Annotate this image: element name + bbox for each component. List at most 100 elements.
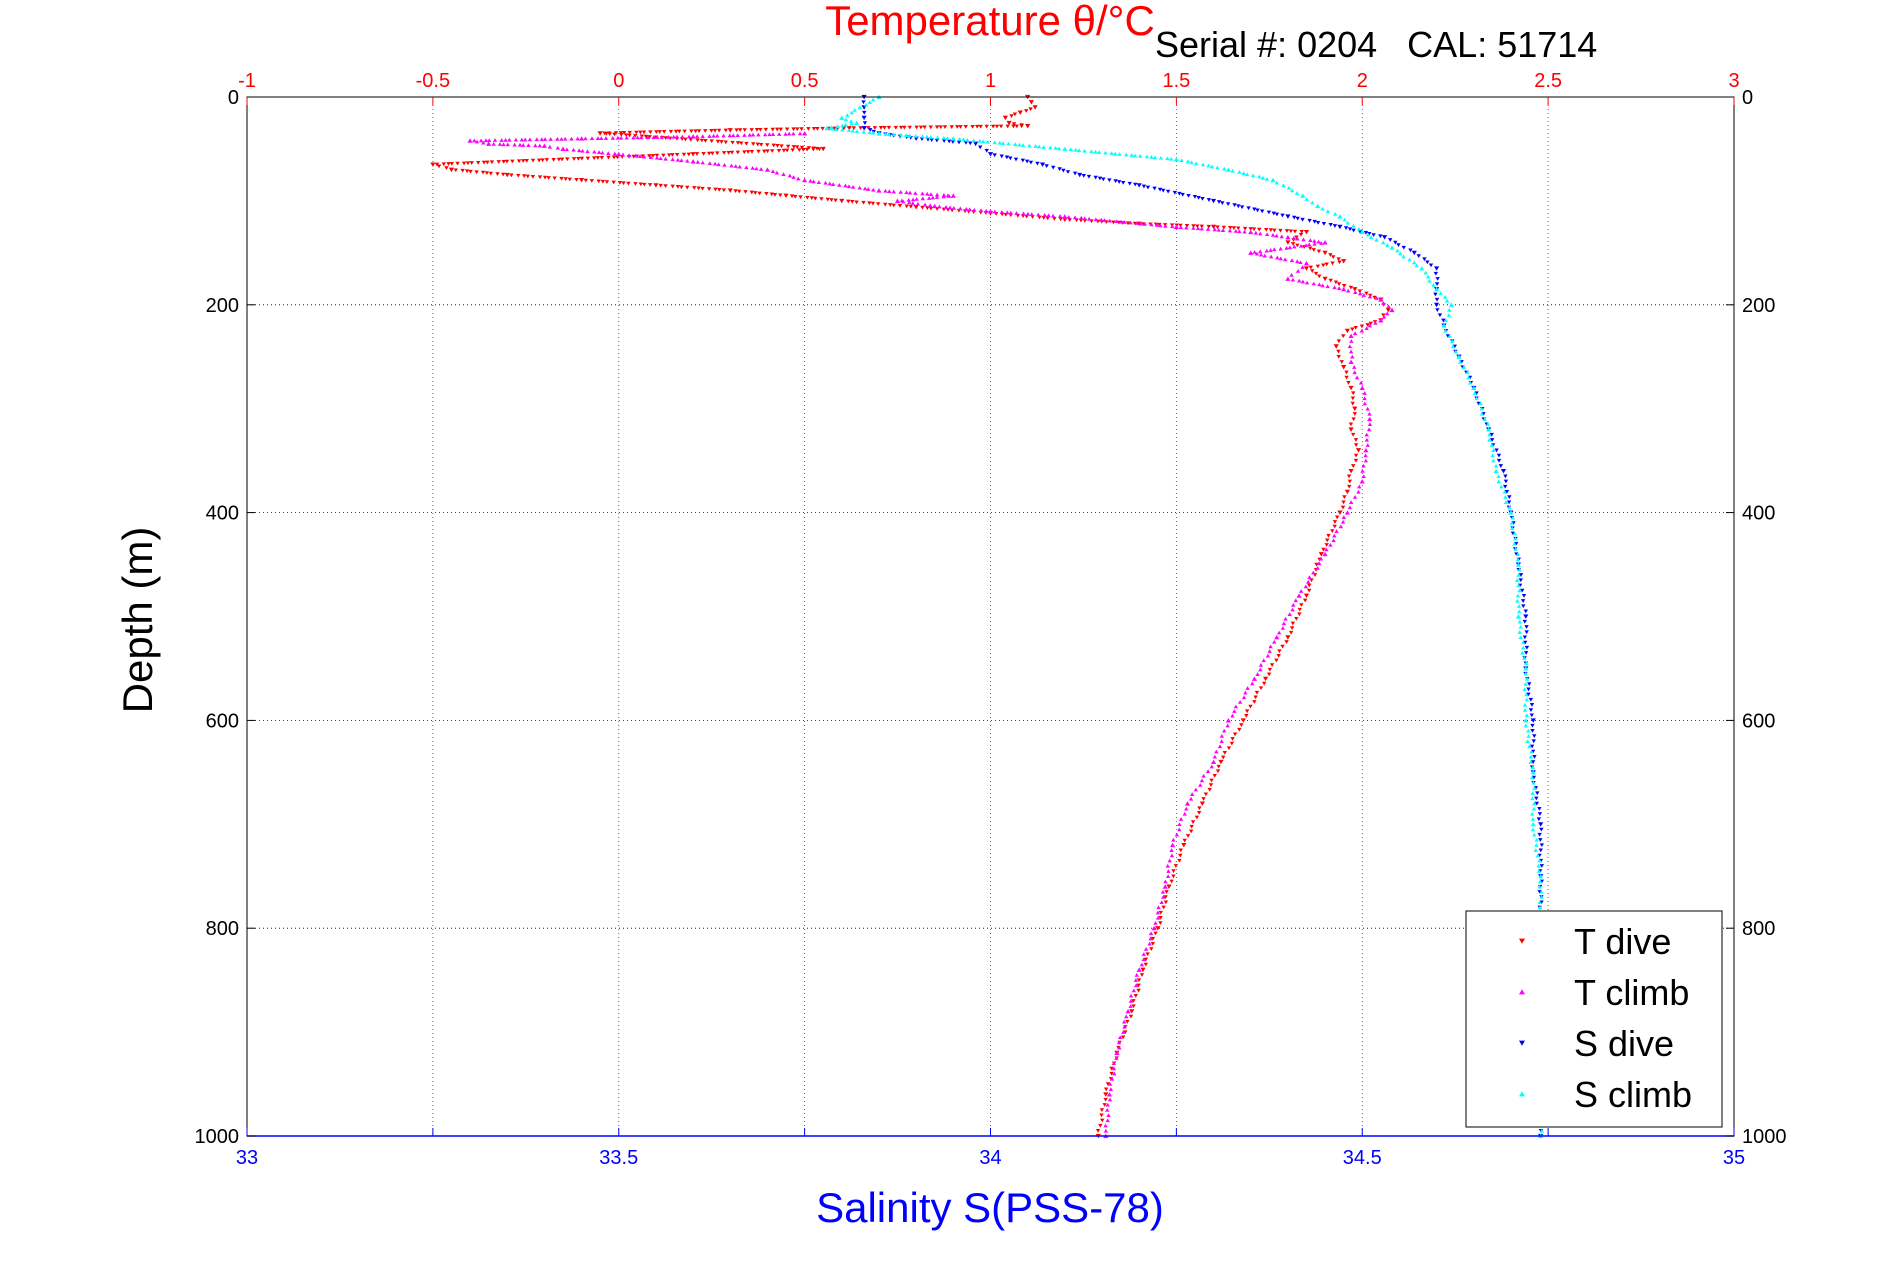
temperature-tick-label: 0 xyxy=(613,70,624,92)
interpolated-point xyxy=(1050,213,1056,218)
interpolated-point xyxy=(1044,164,1049,168)
interpolated-point xyxy=(472,138,477,143)
interpolated-point xyxy=(525,174,530,179)
interpolated-point xyxy=(540,158,545,163)
data-point xyxy=(1248,250,1254,255)
interpolated-point xyxy=(680,134,685,139)
interpolated-point xyxy=(971,138,977,143)
data-point xyxy=(1493,468,1499,474)
interpolated-point xyxy=(1291,236,1297,240)
interpolated-point xyxy=(1537,832,1542,837)
interpolated-point xyxy=(647,154,652,158)
interpolated-point xyxy=(1311,248,1316,252)
interpolated-point xyxy=(1212,227,1217,232)
interpolated-point xyxy=(592,156,597,161)
interpolated-point xyxy=(469,161,474,165)
interpolated-point xyxy=(757,191,762,196)
interpolated-point xyxy=(1142,222,1147,226)
data-point xyxy=(1448,302,1455,307)
interpolated-point xyxy=(1345,288,1351,293)
interpolated-point xyxy=(1254,690,1260,695)
interpolated-point xyxy=(1143,962,1149,967)
interpolated-point xyxy=(1353,458,1359,463)
interpolated-point xyxy=(958,125,963,129)
interpolated-point xyxy=(1136,983,1141,988)
depth-tick-label-left: 800 xyxy=(206,918,239,940)
interpolated-point xyxy=(1531,780,1536,785)
interpolated-point xyxy=(611,180,616,185)
interpolated-point xyxy=(1539,889,1544,894)
interpolated-point xyxy=(716,128,722,133)
interpolated-point xyxy=(1457,359,1463,364)
interpolated-point xyxy=(963,125,968,129)
interpolated-point xyxy=(1512,531,1517,536)
interpolated-point xyxy=(1274,658,1279,663)
interpolated-point xyxy=(798,195,803,200)
interpolated-point xyxy=(978,124,983,129)
interpolated-point xyxy=(1046,213,1051,218)
interpolated-point xyxy=(729,150,735,155)
interpolated-point xyxy=(648,155,654,160)
interpolated-point xyxy=(1014,211,1019,215)
interpolated-point xyxy=(617,180,623,185)
interpolated-point xyxy=(854,200,859,205)
interpolated-point xyxy=(735,141,741,145)
interpolated-point xyxy=(1289,272,1294,277)
data-point xyxy=(1348,359,1354,365)
interpolated-point xyxy=(928,206,934,211)
interpolated-point xyxy=(626,153,632,157)
chart-title: Temperature θ/°C xyxy=(825,0,1155,44)
x-axis-label: Salinity S(PSS-78) xyxy=(816,1184,1164,1231)
interpolated-point xyxy=(1297,607,1303,612)
interpolated-point xyxy=(1529,703,1535,707)
interpolated-point xyxy=(829,198,834,202)
interpolated-point xyxy=(579,156,585,161)
interpolated-point xyxy=(1113,179,1118,183)
interpolated-point xyxy=(776,148,782,153)
interpolated-point xyxy=(1330,529,1335,534)
interpolated-point xyxy=(1537,900,1542,904)
interpolated-point xyxy=(595,156,601,160)
interpolated-point xyxy=(1008,210,1013,215)
interpolated-point xyxy=(914,197,919,201)
interpolated-point xyxy=(1303,243,1309,247)
interpolated-point xyxy=(677,129,682,134)
interpolated-point xyxy=(1328,278,1333,283)
interpolated-point xyxy=(1230,168,1235,173)
interpolated-point xyxy=(1398,251,1403,256)
interpolated-point xyxy=(1268,254,1274,259)
interpolated-point xyxy=(651,135,656,139)
interpolated-point xyxy=(1271,211,1276,216)
interpolated-point xyxy=(815,126,820,131)
interpolated-point xyxy=(883,188,888,193)
interpolated-point xyxy=(1364,432,1369,437)
legend: T dive T climb S dive S climb xyxy=(1465,910,1723,1128)
interpolated-point xyxy=(938,125,943,130)
interpolated-point xyxy=(791,175,796,179)
interpolated-point xyxy=(806,127,811,131)
interpolated-point xyxy=(941,192,947,197)
interpolated-point xyxy=(1437,313,1443,318)
interpolated-point xyxy=(1300,217,1305,222)
data-point xyxy=(783,193,789,199)
data-point xyxy=(1337,510,1343,515)
interpolated-point xyxy=(1294,235,1299,240)
interpolated-point xyxy=(783,131,788,136)
interpolated-point xyxy=(1521,645,1526,650)
data-point xyxy=(1359,385,1365,390)
interpolated-point xyxy=(1320,283,1325,288)
interpolated-point xyxy=(478,138,484,143)
interpolated-point xyxy=(596,179,601,184)
interpolated-point xyxy=(862,121,868,125)
interpolated-point xyxy=(441,162,447,167)
interpolated-point xyxy=(559,157,565,162)
interpolated-point xyxy=(686,134,692,139)
interpolated-point xyxy=(823,180,828,185)
interpolated-point xyxy=(1321,263,1326,268)
interpolated-point xyxy=(907,125,912,130)
interpolated-point xyxy=(606,151,611,155)
interpolated-point xyxy=(1502,484,1508,489)
interpolated-point xyxy=(882,125,887,130)
interpolated-point xyxy=(1132,221,1138,226)
interpolated-point xyxy=(1347,227,1353,232)
